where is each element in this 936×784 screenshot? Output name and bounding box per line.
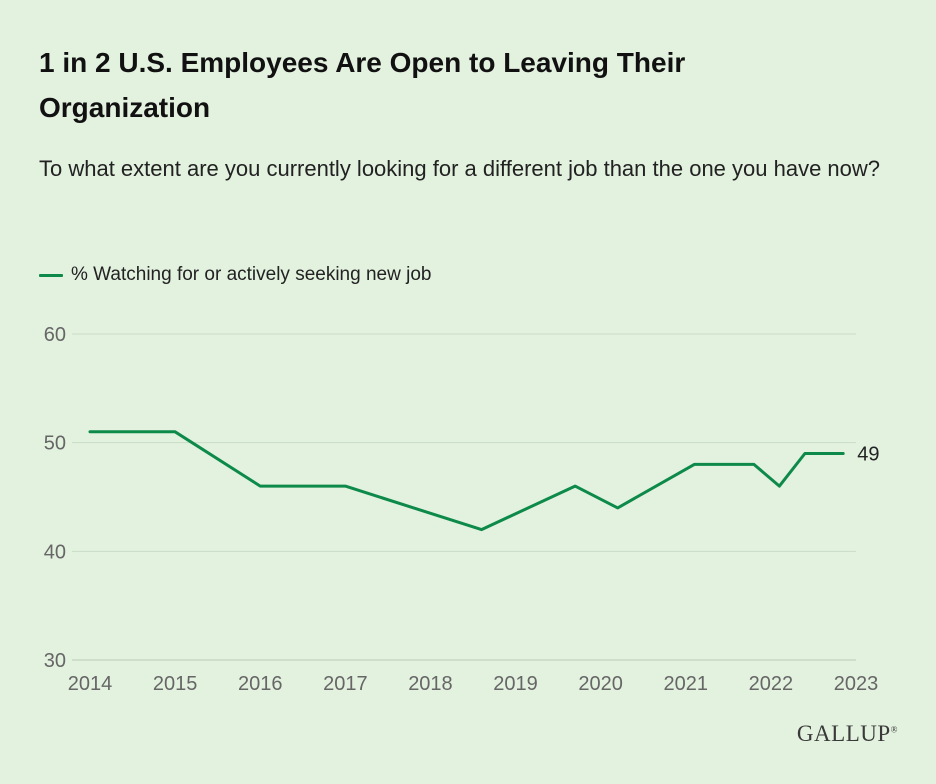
- y-tick-label: 50: [44, 433, 66, 455]
- x-tick-label: 2015: [153, 673, 198, 695]
- series-group: 49: [88, 430, 879, 532]
- end-value-label: 49: [857, 444, 879, 466]
- x-tick-label: 2014: [68, 673, 113, 695]
- gridlines: [72, 333, 856, 661]
- series-line: [88, 430, 845, 532]
- x-axis-ticks: 2014 2015 2016 2017 2018 2019 2020 2021 2022 2023: [68, 673, 879, 695]
- y-tick-label: 30: [44, 650, 66, 672]
- gallup-logo: GALLUP®: [797, 721, 898, 747]
- y-axis-ticks: 30 40 50 60: [44, 324, 66, 672]
- logo-text: GALLUP: [796, 721, 891, 746]
- chart-subtitle: To what extent are you currently looking…: [39, 156, 881, 181]
- chart-title: 1 in 2 U.S. Employees Are Open to Leavin…: [39, 47, 686, 123]
- x-tick-label: 2023: [834, 673, 879, 695]
- x-tick-label: 2021: [664, 673, 709, 695]
- y-tick-label: 60: [44, 324, 66, 346]
- logo-registered-mark: ®: [890, 724, 898, 735]
- x-tick-label: 2018: [408, 673, 453, 695]
- x-tick-label: 2022: [749, 673, 794, 695]
- x-tick-label: 2020: [578, 673, 623, 695]
- x-tick-label: 2019: [493, 673, 538, 695]
- legend-label: % Watching for or actively seeking new j…: [71, 264, 432, 285]
- legend-swatch: [39, 273, 63, 277]
- x-tick-label: 2016: [238, 673, 283, 695]
- legend: % Watching for or actively seeking new j…: [39, 262, 431, 288]
- x-tick-label: 2017: [323, 673, 368, 695]
- y-tick-label: 40: [44, 541, 66, 563]
